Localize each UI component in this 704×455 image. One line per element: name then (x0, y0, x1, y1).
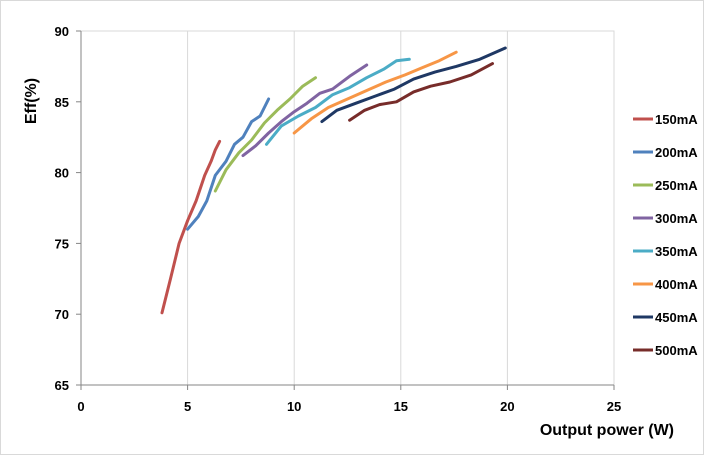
series-line-500ma (348, 62, 494, 122)
x-tick-label: 10 (287, 399, 301, 414)
legend-label-500ma: 500mA (655, 343, 698, 358)
x-tick-label: 20 (500, 399, 514, 414)
legend-label-450ma: 450mA (655, 310, 698, 325)
y-tick-label: 75 (55, 236, 69, 251)
y-axis-title: Eff(%) (23, 78, 40, 124)
y-tick-label: 65 (55, 378, 69, 393)
y-tick-label: 80 (55, 166, 69, 181)
grid-layer (80, 30, 615, 386)
x-tick-label: 0 (77, 399, 84, 414)
series-line-200ma (186, 97, 271, 231)
axis-layer: 65 70 75 80 85 90 0 5 10 15 20 25 (55, 24, 622, 414)
series-line-450ma (320, 46, 507, 124)
plot-area-border (80, 30, 615, 386)
y-tick-label: 90 (55, 24, 69, 39)
legend-label-350ma: 350mA (655, 244, 698, 259)
series-line-250ma (213, 76, 317, 193)
legend-label-150ma: 150mA (655, 112, 698, 127)
x-axis-title: Output power (W) (540, 422, 674, 439)
legend-label-400ma: 400mA (655, 277, 698, 292)
legend-label-300ma: 300mA (655, 211, 698, 226)
legend-label-200ma: 200mA (655, 145, 698, 160)
x-tick-label: 25 (607, 399, 621, 414)
series-line-300ma (241, 63, 369, 158)
x-tick-label: 5 (184, 399, 191, 414)
y-tick-label: 70 (55, 307, 69, 322)
y-tick-label: 85 (55, 95, 69, 110)
x-tick-label: 15 (394, 399, 408, 414)
series-line-150ma (160, 139, 222, 315)
series-line-400ma (292, 50, 458, 135)
legend: 150mA 200mA 250mA 300mA 350mA 400mA 450mA 500mA (633, 112, 698, 358)
series-layer (160, 46, 507, 315)
series-line-350ma (265, 57, 411, 146)
legend-label-250ma: 250mA (655, 178, 698, 193)
